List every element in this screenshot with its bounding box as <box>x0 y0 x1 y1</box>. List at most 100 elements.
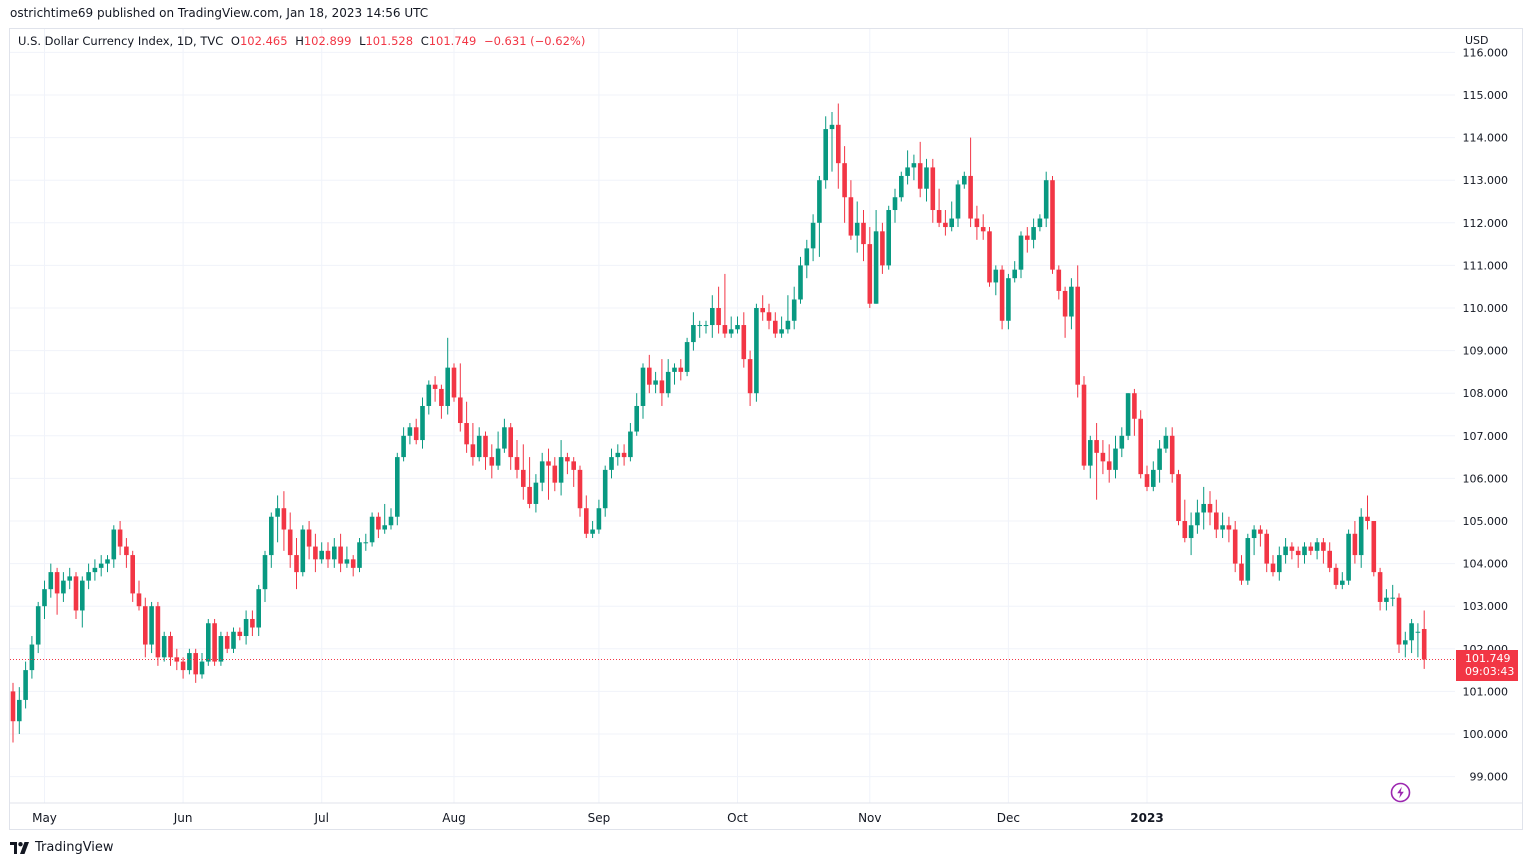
candle-body[interactable] <box>899 175 904 198</box>
candle-body[interactable] <box>105 559 110 564</box>
candle-body[interactable] <box>596 508 602 530</box>
candle-body[interactable] <box>1144 474 1150 487</box>
candle-body[interactable] <box>388 516 394 526</box>
candle-body[interactable] <box>1283 546 1288 556</box>
candle-body[interactable] <box>149 606 154 645</box>
candle-body[interactable] <box>1396 597 1402 645</box>
candle-body[interactable] <box>917 163 923 189</box>
candle-body[interactable] <box>861 222 866 245</box>
candle-body[interactable] <box>73 576 79 611</box>
candle-body[interactable] <box>955 184 961 219</box>
candle-body[interactable] <box>703 325 709 327</box>
candle-body[interactable] <box>269 516 274 556</box>
candle-body[interactable] <box>1403 640 1408 645</box>
candle-body[interactable] <box>332 546 337 560</box>
candle-body[interactable] <box>880 231 885 266</box>
candle-body[interactable] <box>1352 533 1358 556</box>
candle-body[interactable] <box>306 529 312 547</box>
candle-body[interactable] <box>1125 393 1131 436</box>
candle-body[interactable] <box>1384 597 1389 602</box>
candle-body[interactable] <box>798 265 803 300</box>
candle-body[interactable] <box>533 482 539 504</box>
candle-body[interactable] <box>495 448 501 466</box>
candle-body[interactable] <box>376 516 381 530</box>
candle-body[interactable] <box>722 325 728 334</box>
candle-body[interactable] <box>672 367 677 372</box>
candle-body[interactable] <box>243 618 249 637</box>
candle-body[interactable] <box>212 623 217 662</box>
candle-body[interactable] <box>300 529 306 573</box>
candle-body[interactable] <box>999 269 1005 321</box>
candle-body[interactable] <box>395 457 400 517</box>
candle-body[interactable] <box>80 580 85 611</box>
candle-body[interactable] <box>1201 503 1206 513</box>
candle-body[interactable] <box>338 546 343 564</box>
candle-body[interactable] <box>754 308 759 394</box>
candle-body[interactable] <box>665 371 671 394</box>
candle-body[interactable] <box>760 308 765 313</box>
candle-body[interactable] <box>968 175 973 219</box>
candle-body[interactable] <box>930 167 936 211</box>
candle-body[interactable] <box>823 129 828 181</box>
candle-body[interactable] <box>710 308 715 326</box>
candle-body[interactable] <box>1371 521 1377 573</box>
candle-body[interactable] <box>1113 448 1118 470</box>
candle-body[interactable] <box>48 572 54 590</box>
candle-body[interactable] <box>962 175 967 185</box>
candle-body[interactable] <box>1025 235 1030 240</box>
candle-body[interactable] <box>483 435 488 458</box>
candle-body[interactable] <box>262 555 268 590</box>
candle-body[interactable] <box>659 380 665 394</box>
candle-body[interactable] <box>1050 180 1055 270</box>
candle-body[interactable] <box>344 559 350 564</box>
candle-body[interactable] <box>1037 218 1043 228</box>
candle-body[interactable] <box>136 593 142 607</box>
candle-body[interactable] <box>615 452 621 458</box>
candle-body[interactable] <box>552 465 558 483</box>
candle-body[interactable] <box>1188 525 1194 539</box>
candle-body[interactable] <box>54 572 60 594</box>
candle-body[interactable] <box>1314 542 1320 551</box>
candle-body[interactable] <box>130 555 135 594</box>
candle-body[interactable] <box>1094 440 1099 453</box>
tradingview-footer[interactable]: TradingView <box>10 840 114 855</box>
candle-body[interactable] <box>1377 572 1383 602</box>
candle-body[interactable] <box>892 197 898 211</box>
candle-body[interactable] <box>287 529 293 556</box>
candle-body[interactable] <box>1270 563 1276 573</box>
candle-body[interactable] <box>1012 269 1017 279</box>
candle-body[interactable] <box>943 222 948 228</box>
candle-body[interactable] <box>29 644 35 671</box>
lightning-icon[interactable] <box>1390 782 1411 807</box>
candle-body[interactable] <box>224 636 230 649</box>
candle-body[interactable] <box>313 546 318 560</box>
candle-body[interactable] <box>1346 533 1351 581</box>
candle-body[interactable] <box>848 197 854 236</box>
candle-body[interactable] <box>886 210 891 266</box>
candle-body[interactable] <box>571 461 576 470</box>
candle-body[interactable] <box>640 367 646 406</box>
candle-body[interactable] <box>1390 597 1395 599</box>
candle-body[interactable] <box>199 661 205 675</box>
candle-body[interactable] <box>180 661 186 671</box>
candle-body[interactable] <box>143 606 148 645</box>
candle-body[interactable] <box>924 167 929 189</box>
candle-body[interactable] <box>1056 269 1062 291</box>
candle-body[interactable] <box>1081 384 1087 466</box>
candle-body[interactable] <box>1232 529 1238 564</box>
candle-body[interactable] <box>458 397 463 424</box>
candle-body[interactable] <box>867 244 873 304</box>
candle-body[interactable] <box>432 384 438 389</box>
candle-body[interactable] <box>357 542 362 568</box>
candle-body[interactable] <box>23 670 28 700</box>
candle-body[interactable] <box>773 320 778 334</box>
candle-body[interactable] <box>1163 435 1169 449</box>
candle-body[interactable] <box>67 576 72 581</box>
candle-body[interactable] <box>508 427 513 458</box>
candle-body[interactable] <box>1088 440 1093 466</box>
candle-body[interactable] <box>1358 516 1364 556</box>
candle-body[interactable] <box>187 653 192 671</box>
candle-body[interactable] <box>647 367 652 385</box>
candle-body[interactable] <box>206 623 211 662</box>
